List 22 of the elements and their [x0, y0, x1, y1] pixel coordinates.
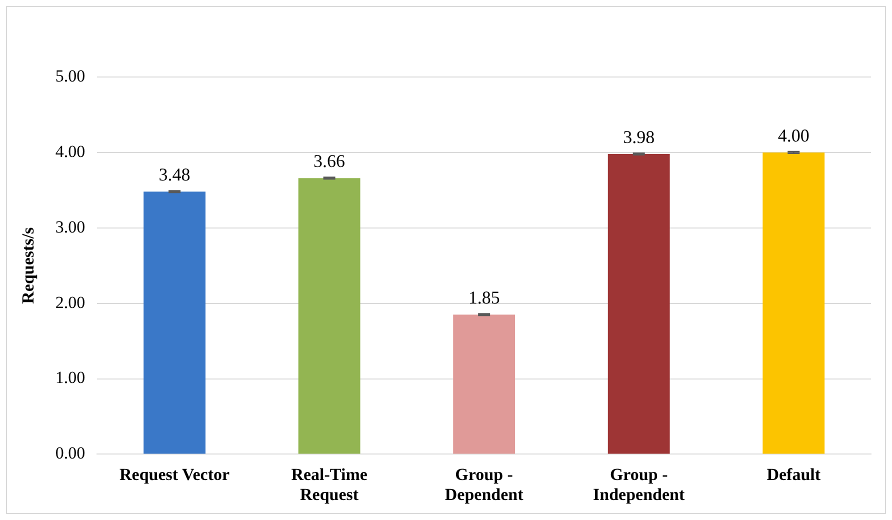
- data-label: 3.98: [623, 126, 655, 147]
- bar: [298, 178, 360, 454]
- x-tick-label: Real-Time Request: [291, 464, 368, 504]
- x-tick-label: Request Vector: [120, 464, 230, 484]
- data-label: 4.00: [778, 125, 810, 146]
- y-tick-label: 5.00: [55, 66, 86, 86]
- bar: [144, 192, 206, 454]
- x-tick-label: Group - Independent: [593, 464, 686, 504]
- bar: [453, 314, 516, 454]
- bar: [762, 152, 825, 454]
- y-tick-label: 4.00: [55, 142, 86, 161]
- x-tick-label: Default: [766, 464, 821, 484]
- x-tick-label: Group - Dependent: [444, 464, 524, 504]
- data-label: 3.66: [314, 151, 346, 172]
- y-tick-label: 1.00: [55, 368, 86, 388]
- y-axis-title: Requests/s: [18, 226, 38, 304]
- data-label: 3.48: [158, 164, 190, 185]
- y-tick-label: 0.00: [55, 444, 86, 463]
- bar: [608, 154, 670, 454]
- y-tick-label: 2.00: [55, 292, 86, 312]
- data-label: 1.85: [468, 288, 500, 308]
- y-tick-label: 3.00: [55, 217, 86, 236]
